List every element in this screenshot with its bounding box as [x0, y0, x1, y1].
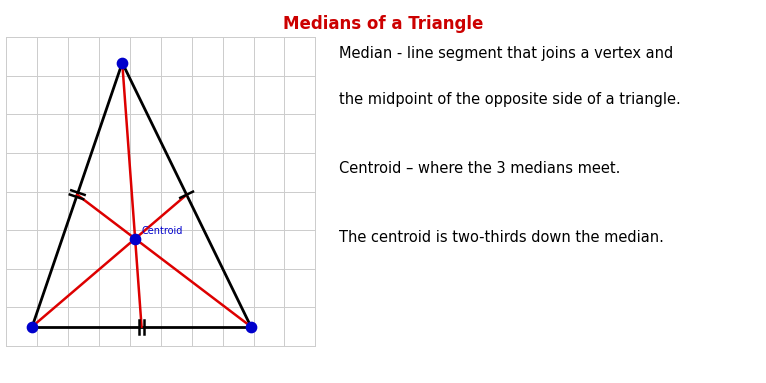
- Text: Median - line segment that joins a vertex and: Median - line segment that joins a verte…: [339, 46, 674, 61]
- Text: Medians of a Triangle: Medians of a Triangle: [283, 15, 483, 33]
- Point: [129, 236, 141, 242]
- Text: Centroid: Centroid: [142, 226, 183, 236]
- Point: [26, 324, 38, 330]
- Point: [245, 324, 257, 330]
- Text: the midpoint of the opposite side of a triangle.: the midpoint of the opposite side of a t…: [339, 92, 681, 107]
- Text: The centroid is two-thirds down the median.: The centroid is two-thirds down the medi…: [339, 230, 664, 245]
- Point: [116, 60, 129, 66]
- Text: Centroid – where the 3 medians meet.: Centroid – where the 3 medians meet.: [339, 161, 621, 176]
